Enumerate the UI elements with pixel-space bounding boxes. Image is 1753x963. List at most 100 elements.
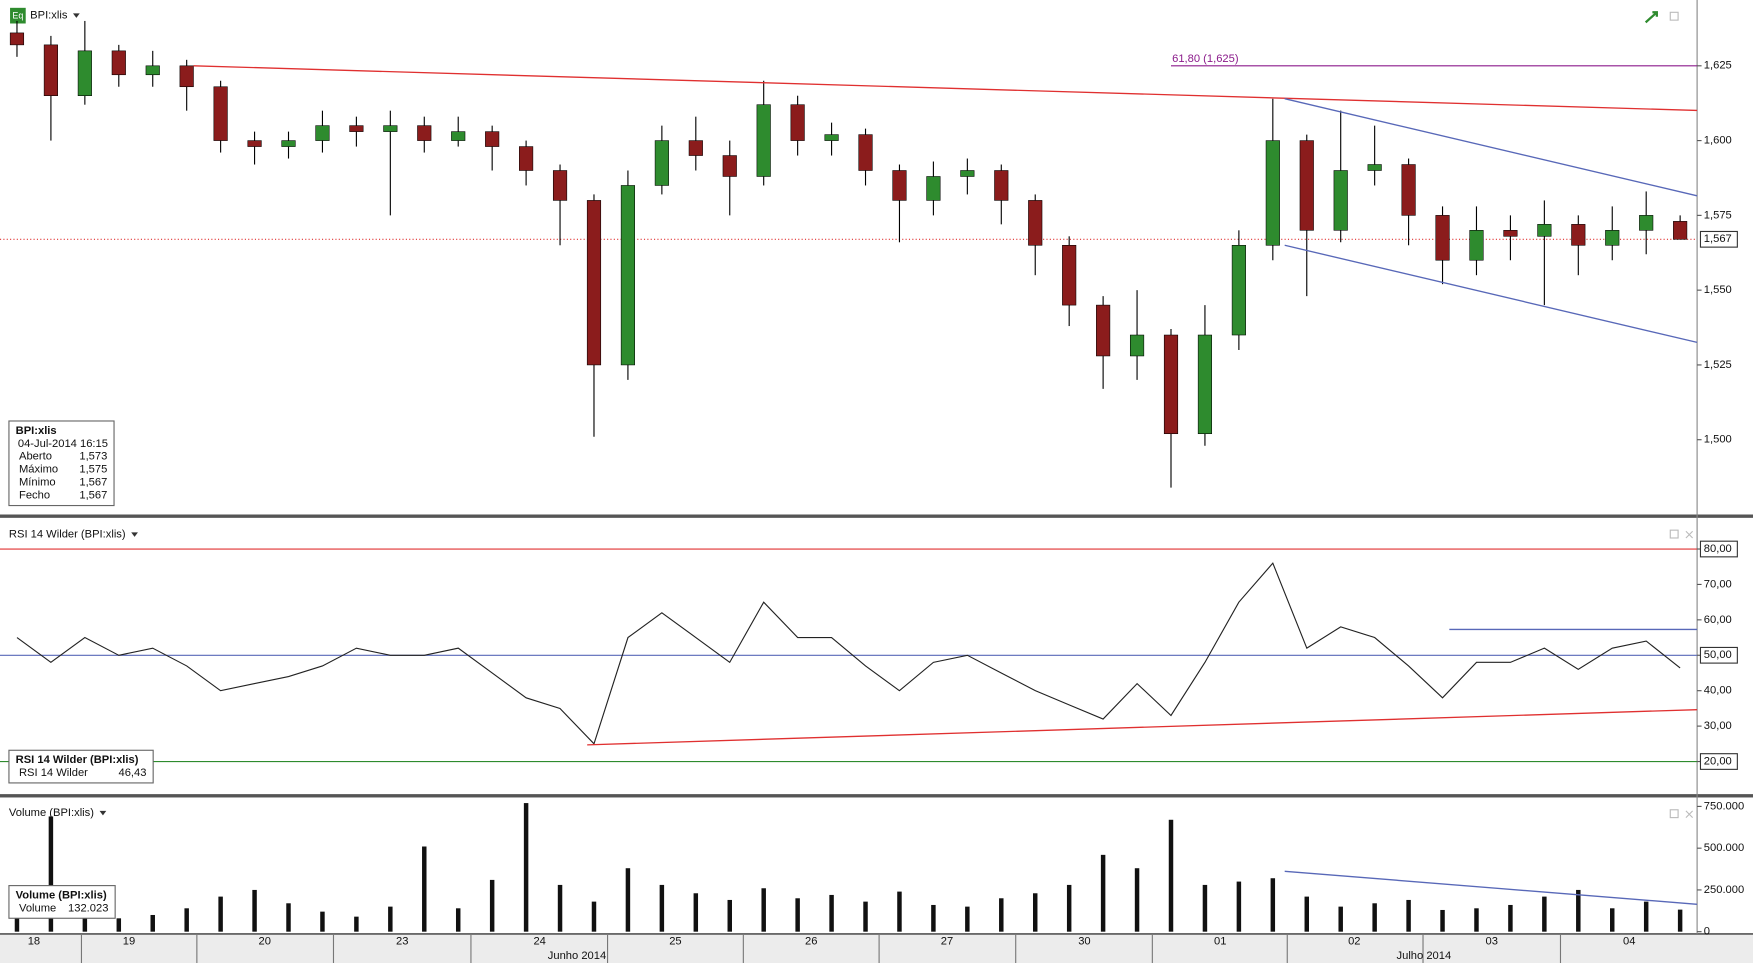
volume-bar [1270, 878, 1276, 932]
x-tick-label: 25 [669, 936, 681, 948]
candle-body [1367, 164, 1382, 171]
candle-body [926, 176, 941, 201]
volume-bar [218, 896, 223, 932]
volume-bar [1643, 901, 1649, 932]
y-tick-label: 20,00 [1704, 755, 1732, 767]
y-tick-label: 1,575 [1704, 209, 1732, 221]
info-value: 1,573 [79, 451, 107, 463]
candle-body [1333, 170, 1348, 231]
instrument-icon-text: Eq [12, 11, 23, 21]
info-label: Fecho [19, 490, 50, 502]
trendline [193, 65, 1698, 112]
candle-body [552, 170, 568, 201]
candle-body [1197, 334, 1213, 435]
maximize-button[interactable] [1669, 809, 1679, 819]
volume-bar [1066, 884, 1072, 932]
volume-bar [320, 911, 325, 932]
close-button[interactable] [1685, 530, 1694, 539]
candle-body [688, 140, 703, 156]
y-tick-label: 500.000 [1704, 842, 1744, 854]
volume-bar [1474, 908, 1479, 932]
dropdown-arrow[interactable] [99, 810, 107, 816]
last-price-box [1699, 230, 1738, 248]
panel-title[interactable]: Volume (BPI:xlis) [9, 807, 94, 819]
x-tick-label: 24 [533, 936, 545, 948]
volume-bar [1134, 868, 1140, 932]
volume-bar [829, 894, 834, 932]
trendline [587, 709, 1698, 746]
info-label: Volume [19, 902, 56, 914]
volume-bar [116, 918, 122, 932]
y-tick-box [1699, 646, 1738, 664]
trendline [1284, 244, 1698, 344]
rsi-line [16, 562, 1681, 745]
info-box [8, 420, 115, 507]
dropdown-arrow[interactable] [131, 532, 138, 537]
volume-bar [1304, 896, 1310, 932]
panel-title[interactable]: RSI 14 Wilder (BPI:xlis) [9, 529, 126, 541]
candle-body [858, 134, 873, 171]
volume-bar [1100, 854, 1106, 932]
candle-body [620, 185, 635, 366]
fibonacci-label: 61,80 (1,625) [1172, 53, 1239, 65]
instrument-icon[interactable] [10, 7, 26, 24]
month-label: Julho 2014 [1397, 950, 1452, 962]
candle-body [586, 200, 602, 366]
maximize-button[interactable] [1669, 11, 1679, 21]
month-label: Junho 2014 [548, 950, 606, 962]
y-tick-label: 1,600 [1704, 135, 1732, 147]
volume-bar [1406, 899, 1411, 932]
panel-title[interactable]: BPI:xlis [30, 10, 68, 22]
y-tick-box [1699, 753, 1738, 770]
candle-body [1571, 224, 1586, 246]
volume-bar [897, 891, 902, 932]
info-title: BPI:xlis [16, 425, 57, 437]
volume-bar [184, 908, 189, 932]
y-tick-label: 30,00 [1704, 720, 1732, 732]
candle-body [383, 125, 398, 132]
x-axis-strip [0, 933, 1753, 963]
info-date: 04-Jul-2014 16:15 [18, 438, 108, 450]
info-value: 1,575 [79, 464, 107, 476]
maximize-button[interactable] [1669, 529, 1679, 539]
volume-bar [1677, 909, 1683, 932]
candle-body [1503, 230, 1518, 237]
volume-bar [388, 906, 393, 932]
volume-bar [999, 898, 1004, 932]
candle-body [1639, 215, 1654, 231]
x-tick-label: 26 [805, 936, 817, 948]
info-value: 1,567 [79, 477, 107, 489]
volume-bar [863, 901, 868, 932]
x-tick-label: 18 [28, 936, 40, 948]
x-tick-label: 20 [259, 936, 271, 948]
candle-body [77, 50, 92, 96]
candle-body [654, 140, 669, 186]
candle-body [1231, 245, 1246, 336]
candle-body [179, 65, 194, 88]
y-tick-box [1699, 540, 1738, 558]
volume-bar [1440, 909, 1445, 932]
candle-body [790, 104, 805, 141]
candle-body [145, 65, 160, 76]
panel-divider [0, 514, 1753, 518]
info-label: Aberto [19, 451, 52, 463]
trend-icon[interactable] [1644, 11, 1658, 24]
candle-body [1537, 224, 1552, 237]
dropdown-arrow[interactable] [73, 13, 80, 18]
info-label: Máximo [19, 464, 58, 476]
volume-bar [1338, 906, 1343, 932]
volume-bar [1610, 908, 1615, 932]
candle-body [111, 50, 126, 76]
trendline [1284, 98, 1698, 197]
y-tick-label: 1,625 [1704, 60, 1732, 72]
y-tick-label: 1,525 [1704, 359, 1732, 371]
candle-body [1062, 245, 1077, 306]
close-button[interactable] [1685, 810, 1694, 818]
candle-body [349, 125, 364, 132]
y-tick-label: 250.000 [1704, 884, 1744, 896]
y-tick-label: 1,550 [1704, 284, 1732, 296]
volume-bar [489, 879, 495, 932]
x-tick-label: 27 [941, 936, 953, 948]
